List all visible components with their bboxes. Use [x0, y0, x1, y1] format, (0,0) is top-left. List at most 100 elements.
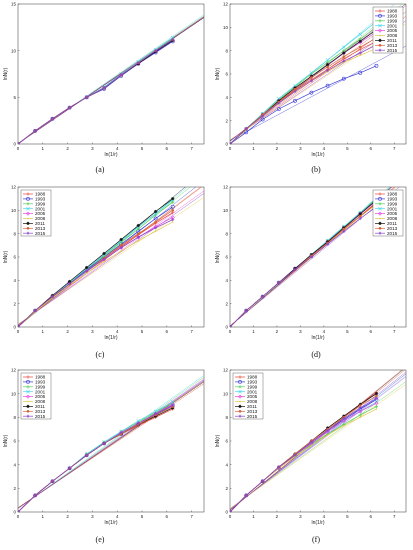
x-tick-label: 3	[91, 146, 94, 151]
legend-label: 2005	[387, 211, 398, 216]
data-point-2013	[342, 55, 346, 58]
data-point-2013	[375, 394, 378, 398]
legend-marker-1993	[378, 196, 382, 201]
data-point-1993	[260, 117, 265, 122]
legend-marker-2013	[378, 227, 382, 230]
y-tick-label: 12	[11, 368, 17, 373]
data-point-2008	[326, 434, 329, 436]
data-point-2015	[85, 95, 89, 99]
series-line-1993	[230, 65, 377, 144]
y-tick-label: 2	[225, 301, 228, 306]
data-point-1993	[325, 83, 330, 88]
data-point-2008	[359, 54, 362, 57]
y-axis-label: lnN(r)	[3, 250, 9, 263]
data-point-2015	[374, 396, 379, 400]
y-axis-label: lnN(r)	[215, 67, 221, 80]
data-point-2005	[341, 418, 346, 423]
y-tick-label: 2	[13, 301, 16, 306]
panel-b: 0 1 2 3 4 5 6 7024681012ln(1/r)lnN(r)1988199319…	[215, 2, 407, 158]
legend-marker-2001	[238, 389, 242, 394]
y-tick-label: 12	[223, 185, 229, 190]
data-point-2011	[67, 279, 72, 284]
legend-label: 1999	[387, 201, 398, 206]
data-point-2001	[293, 83, 297, 88]
series-line-2001	[230, 21, 377, 144]
x-tick-label: 1	[42, 514, 45, 519]
data-point-2015	[326, 68, 330, 73]
x-tick-label: 5	[346, 146, 349, 151]
legend-marker-2011	[238, 404, 242, 408]
y-axis-label: lnN(r)	[3, 434, 9, 447]
fit-line-1993	[230, 45, 406, 141]
data-point-2015	[102, 441, 106, 445]
legend-marker-1999	[26, 202, 30, 206]
y-tick-label: 15	[11, 2, 17, 7]
data-point-2011	[326, 63, 330, 67]
legend-marker-1993	[26, 379, 30, 384]
data-point-2011	[171, 197, 175, 201]
y-tick-label: 8	[13, 415, 16, 420]
data-point-2015	[154, 412, 158, 416]
data-point-1993	[341, 76, 346, 81]
data-point-2011	[358, 39, 362, 43]
legend-marker-2005	[25, 394, 31, 399]
x-tick-label: 1	[42, 146, 45, 151]
y-tick-label: 8	[13, 231, 16, 236]
legend-label: 2015	[387, 231, 398, 236]
legend-label: 2011	[387, 38, 397, 43]
y-tick-label: 0	[13, 325, 16, 330]
y-tick-label: 10	[223, 25, 229, 30]
x-axis-label: ln(1/r)	[104, 152, 117, 158]
legend-marker-2015	[26, 414, 30, 418]
x-tick-label: 5	[141, 514, 144, 519]
fit-line-2015	[18, 193, 204, 325]
y-tick-label: 12	[223, 2, 229, 7]
legend-label: 1988	[35, 375, 46, 380]
x-tick-label: 6	[370, 146, 373, 151]
data-point-2011	[374, 392, 379, 396]
data-point-2008	[310, 444, 313, 447]
panel-label: (c)	[96, 350, 105, 359]
data-point-2005	[374, 401, 379, 406]
x-tick-label: 3	[91, 329, 94, 334]
legend-marker-2001	[378, 23, 382, 28]
series-1993	[230, 63, 379, 144]
y-axis-label: lnN(r)	[3, 67, 9, 80]
x-tick-label: 0	[17, 329, 20, 334]
data-point-2015	[358, 216, 362, 221]
legend-marker-1988	[26, 192, 30, 196]
data-point-2015	[154, 226, 158, 230]
x-tick-label: 7	[393, 329, 396, 334]
x-tick-label: 5	[346, 329, 349, 334]
x-tick-label: 4	[323, 146, 326, 151]
data-point-2015	[154, 49, 158, 53]
data-point-2001	[309, 71, 314, 75]
data-point-2015	[342, 416, 346, 421]
data-point-1999	[358, 413, 362, 417]
x-tick-label: 7	[190, 514, 193, 519]
data-point-2015	[293, 268, 297, 272]
x-tick-label: 0	[17, 514, 20, 519]
y-tick-label: 0	[225, 142, 228, 147]
legend-marker-1999	[26, 385, 30, 389]
legend-marker-2001	[378, 206, 382, 211]
series-line-2015	[230, 44, 377, 144]
x-tick-label: 5	[346, 514, 349, 519]
legend-label: 2015	[35, 231, 46, 236]
legend-label: 2013	[387, 43, 398, 48]
data-point-1999	[171, 200, 175, 204]
y-tick-label: 8	[225, 48, 228, 53]
data-point-2013	[293, 87, 297, 91]
data-point-2015	[358, 51, 362, 55]
data-point-2015	[171, 218, 175, 222]
legend-marker-2015	[378, 48, 382, 52]
data-point-2001	[325, 58, 330, 62]
data-point-2013	[358, 45, 362, 49]
data-point-2015	[33, 129, 37, 133]
data-point-2015	[136, 61, 140, 65]
legend-label: 2001	[387, 23, 398, 28]
data-point-2013	[154, 220, 157, 224]
y-tick-label: 4	[225, 95, 228, 100]
legend-label: 1988	[247, 375, 258, 380]
x-tick-label: 7	[393, 514, 396, 519]
